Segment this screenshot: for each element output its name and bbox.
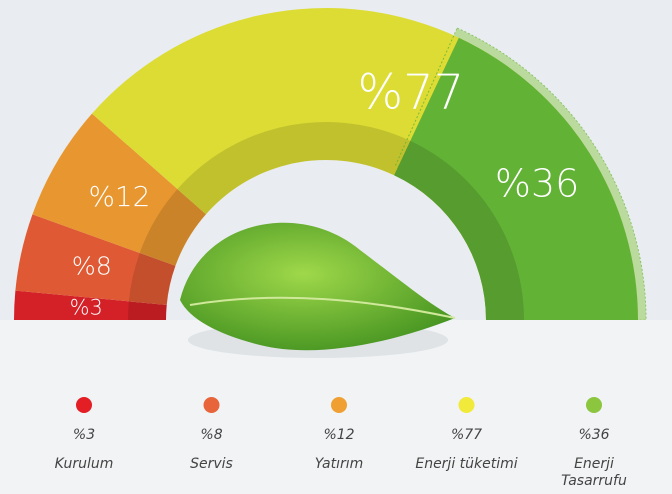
- segment-label: %8: [72, 252, 112, 281]
- legend-label: Yatırım: [279, 456, 399, 473]
- legend-label: Enerji tüketimi: [407, 456, 527, 473]
- leaf: [180, 223, 455, 350]
- legend-dot: [76, 397, 92, 413]
- segment-label: %77: [357, 64, 464, 120]
- chart: %3 %8 %12 %77 %36: [0, 0, 672, 494]
- legend-value: %36: [534, 427, 654, 444]
- legend-value: %12: [279, 427, 399, 444]
- legend-dot: [586, 397, 602, 413]
- legend-dot: [204, 397, 220, 413]
- legend-label: Kurulum: [24, 456, 144, 473]
- segment-label: %3: [70, 296, 103, 320]
- page: %3%8%12%77%36 (() => { const data = JSON…: [0, 0, 672, 494]
- legend-dot: [331, 397, 347, 413]
- legend-value: %8: [152, 427, 272, 444]
- segment-label: %12: [88, 180, 150, 213]
- legend-value: %77: [407, 427, 527, 444]
- legend-label: Enerji Tasarrufu: [559, 456, 629, 490]
- segment-label: %36: [495, 162, 579, 206]
- leaf-illustration: [180, 223, 455, 358]
- legend-value: %3: [24, 427, 144, 444]
- legend-dot: [459, 397, 475, 413]
- legend-label: Servis: [152, 456, 272, 473]
